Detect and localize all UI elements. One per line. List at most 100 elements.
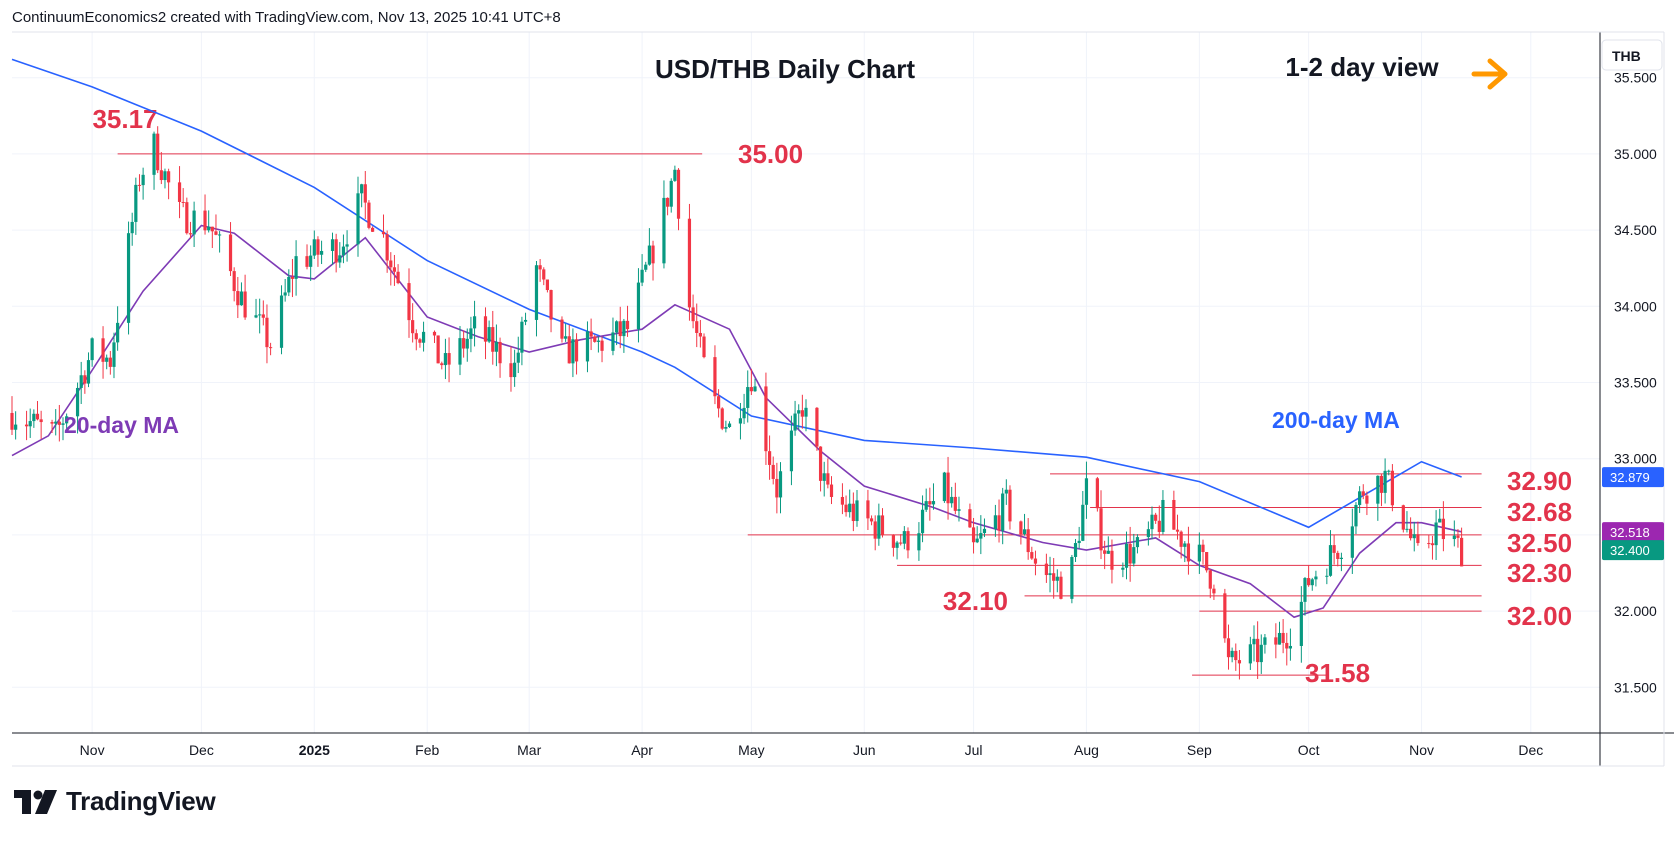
candle-body <box>210 226 214 232</box>
candle-body <box>778 471 783 498</box>
candle-body <box>749 387 753 392</box>
x-tick-label: Dec <box>189 742 214 758</box>
candles <box>10 126 1464 680</box>
candle-body <box>997 515 1001 531</box>
candle-body <box>407 283 411 321</box>
price-tag-label: 32.518 <box>1610 525 1650 540</box>
candle-body <box>1073 543 1078 557</box>
level-label: 35.00 <box>738 139 803 169</box>
candle-body <box>24 424 29 427</box>
candle-body <box>513 362 517 378</box>
candle-body <box>218 234 222 236</box>
candle-body <box>720 408 724 429</box>
candle-body <box>899 542 903 544</box>
candle-body <box>1033 558 1038 564</box>
candle-body <box>130 221 134 234</box>
tradingview-logo[interactable]: TradingView <box>14 786 216 817</box>
candle-body <box>1401 505 1405 530</box>
candle-body <box>727 423 732 428</box>
candle-body <box>797 410 801 414</box>
candle-body <box>498 341 502 364</box>
candle-body <box>767 451 772 465</box>
candle-body <box>509 363 513 378</box>
view-annotation: 1-2 day view <box>1285 52 1439 82</box>
candle-body <box>1438 518 1442 523</box>
candle-body <box>1022 529 1027 535</box>
candle-body <box>1099 508 1103 551</box>
candle-body <box>1387 470 1391 472</box>
candle-body <box>1285 642 1289 649</box>
candle-body <box>1124 543 1129 568</box>
candle-body <box>1456 535 1460 538</box>
candle-body <box>1459 537 1464 567</box>
candle-body <box>564 336 568 339</box>
candle-body <box>483 316 488 342</box>
candle-body <box>975 538 979 543</box>
candle-body <box>54 421 58 424</box>
candle-body <box>396 271 400 284</box>
candle-body <box>877 515 881 539</box>
candle-body <box>695 321 699 333</box>
candle-body <box>39 419 43 423</box>
y-tick-label: 34.000 <box>1614 298 1657 314</box>
candle-body <box>950 496 954 504</box>
candle-body <box>571 339 575 364</box>
price-tag-label: 32.879 <box>1610 470 1650 485</box>
candle-body <box>596 340 600 342</box>
candle-body <box>673 169 677 181</box>
level-label: 32.00 <box>1507 601 1572 631</box>
candle-body <box>465 338 469 349</box>
candle-body <box>851 503 855 522</box>
candle-body <box>156 133 160 171</box>
candle-body <box>411 320 415 334</box>
candle-body <box>920 509 925 534</box>
candle-body <box>600 340 604 351</box>
x-tick-label: Nov <box>1409 742 1434 758</box>
candle-body <box>1212 588 1216 594</box>
candle-body <box>1019 521 1023 535</box>
candle-body <box>618 321 622 337</box>
candle-body <box>279 295 284 348</box>
candle-body <box>979 533 983 539</box>
candle-body <box>1376 475 1380 504</box>
candle-body <box>469 328 473 339</box>
candle-body <box>86 360 91 384</box>
candle-body <box>957 509 961 511</box>
candle-body <box>61 423 65 425</box>
candle-body <box>1044 563 1048 576</box>
candle-body <box>341 246 346 256</box>
x-tick-label: Nov <box>80 742 105 758</box>
candle-body <box>385 234 389 261</box>
candle-body <box>494 341 499 352</box>
candle-body <box>458 338 462 365</box>
x-tick-label: Mar <box>517 742 541 758</box>
candle-body <box>1030 552 1034 559</box>
candle-body <box>32 413 36 422</box>
y-tick-label: 35.500 <box>1614 70 1657 86</box>
candle-body <box>804 407 808 417</box>
candle-body <box>1332 545 1336 553</box>
candle-body <box>1307 578 1311 586</box>
candle-body <box>771 464 775 479</box>
candle-body <box>764 386 768 452</box>
candle-body <box>177 182 182 202</box>
candle-body <box>924 501 928 510</box>
arrow-right-icon <box>1471 58 1508 90</box>
candle-body <box>1197 544 1201 562</box>
candle-body <box>491 327 495 352</box>
x-tick-label: Jul <box>965 742 983 758</box>
candle-body <box>116 322 120 343</box>
candle-body <box>57 421 61 425</box>
candle-body <box>207 226 211 231</box>
candle-body <box>615 321 619 333</box>
candle-body <box>421 331 426 343</box>
candle-body <box>1070 556 1074 599</box>
candle-body <box>713 357 717 397</box>
candle-body <box>523 319 528 322</box>
candle-body <box>1223 593 1227 639</box>
candle-body <box>1325 575 1329 577</box>
candle-body <box>520 321 524 353</box>
candle-body <box>192 210 196 235</box>
